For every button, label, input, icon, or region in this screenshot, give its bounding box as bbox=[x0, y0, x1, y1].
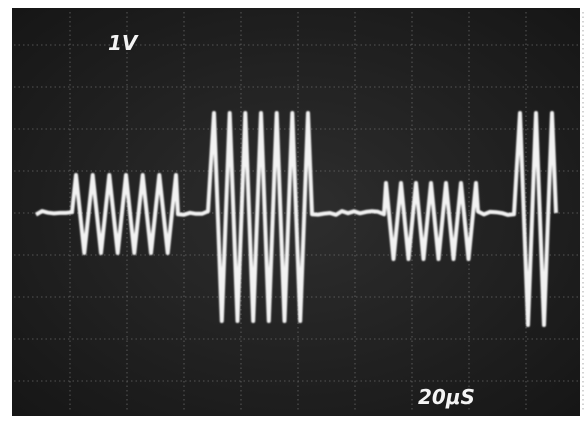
time-per-division: 20μS bbox=[418, 385, 475, 409]
volts-per-division: 1V bbox=[108, 31, 139, 55]
oscilloscope-photo: 1V 20μS bbox=[0, 0, 588, 424]
